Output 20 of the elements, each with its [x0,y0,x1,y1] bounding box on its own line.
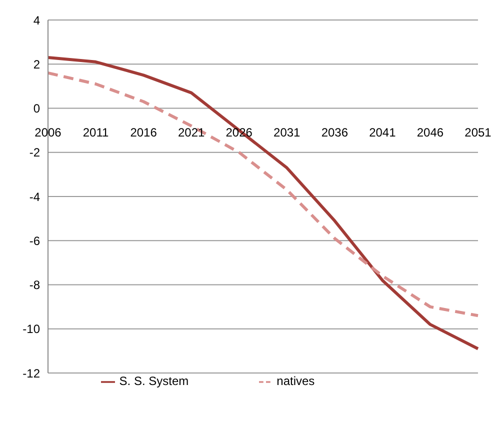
x-tick-label: 2046 [416,125,444,140]
y-tick-label: -8 [29,278,40,292]
y-tick-label: 2 [33,57,40,72]
legend-label: S. S. System [119,374,189,388]
y-tick-label: 4 [33,13,40,28]
y-tick-label: -12 [22,366,40,380]
x-tick-label: 2021 [178,125,206,140]
x-tick-label: 2006 [34,125,62,140]
y-tick-label: 0 [33,102,40,116]
y-tick-label: -10 [22,322,40,336]
y-tick-label: -4 [29,190,40,204]
x-tick-label: 2051 [464,125,492,140]
x-tick-label: 2036 [321,125,348,140]
x-tick-label: 2041 [369,125,396,140]
y-tick-label: -2 [29,146,40,160]
x-tick-label: 2011 [82,125,109,140]
x-tick-label: 2016 [130,125,158,140]
legend-label: natives [276,374,315,388]
y-tick-label: -6 [29,234,40,248]
x-tick-label: 2031 [274,125,301,140]
